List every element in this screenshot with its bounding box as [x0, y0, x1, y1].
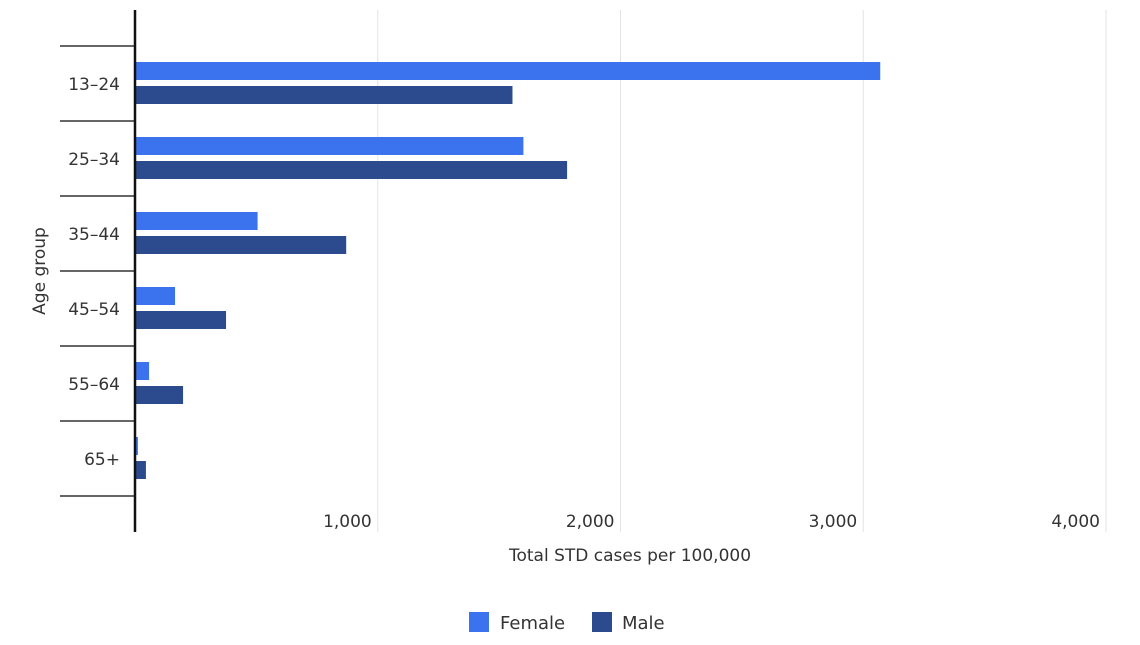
bar-female-25–34: [135, 137, 524, 155]
bar-male-25–34: [135, 161, 568, 179]
x-tick-label: 4,000: [1051, 512, 1100, 532]
x-axis-label: Total STD cases per 100,000: [508, 546, 751, 566]
y-tick-label: 45–54: [68, 300, 120, 320]
bar-male-35–44: [135, 236, 347, 254]
x-tick-label: 1,000: [323, 512, 372, 532]
x-tick-label: 2,000: [566, 512, 615, 532]
y-tick-label: 65+: [84, 450, 120, 470]
bar-male-55–64: [135, 386, 184, 404]
legend-label-female: Female: [500, 613, 565, 634]
bar-female-45–54: [135, 287, 176, 305]
y-tick-label: 13–24: [68, 75, 120, 95]
legend-swatch-male: [592, 612, 612, 632]
y-tick-label: 35–44: [68, 225, 120, 245]
bar-male-45–54: [135, 311, 227, 329]
bar-male-65+: [135, 461, 146, 479]
bar-female-35–44: [135, 212, 258, 230]
y-tick-label: 25–34: [68, 150, 120, 170]
bar-male-13–24: [135, 86, 513, 104]
bar-female-13–24: [135, 62, 881, 80]
legend: Female Male: [469, 612, 665, 634]
legend-swatch-female: [469, 612, 489, 632]
y-tick-label: 55–64: [68, 375, 120, 395]
x-tick-label: 3,000: [809, 512, 858, 532]
y-axis-label: Age group: [30, 227, 50, 315]
bar-female-65+: [135, 437, 138, 455]
legend-label-male: Male: [622, 613, 665, 634]
bar-female-55–64: [135, 362, 150, 380]
